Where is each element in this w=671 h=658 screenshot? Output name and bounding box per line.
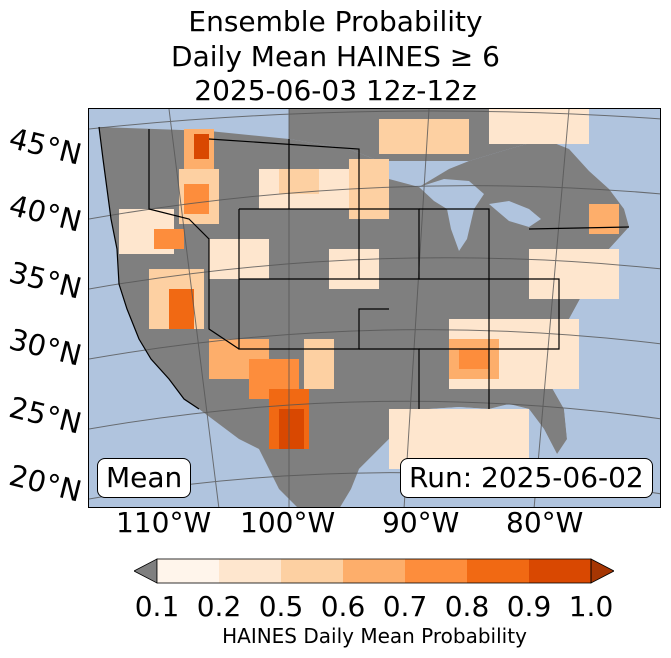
title-line-1: Ensemble Probability	[188, 5, 483, 38]
colorbar-tick-0-7: 0.7	[382, 590, 428, 623]
colorbar-under-arrow	[134, 558, 158, 584]
run-date-box: Run: 2025-06-02	[400, 458, 653, 498]
colorbar-bin-7	[529, 559, 591, 583]
lat-label-45: 45°N	[5, 121, 85, 172]
lat-label-25: 25°N	[5, 390, 85, 441]
lon-label-100: 100°W	[240, 506, 336, 539]
lat-label-30: 30°N	[5, 322, 85, 373]
colorbar-bin-1	[157, 559, 219, 583]
colorbar-tick-0-2: 0.2	[196, 590, 242, 623]
title-line-2: Daily Mean HAINES ≥ 6	[171, 40, 500, 73]
colorbar-bin-2	[219, 559, 281, 583]
colorbar-tick-0-1: 0.1	[134, 590, 180, 623]
title-line-3: 2025-06-03 12z-12z	[194, 74, 477, 107]
land-mass	[99, 127, 629, 507]
colorbar-bin-4	[343, 559, 405, 583]
colorbar-tick-0-8: 0.8	[444, 590, 490, 623]
colorbar-tick-1-0: 1.0	[568, 590, 614, 623]
lon-label-90: 90°W	[382, 506, 460, 539]
great-lakes	[419, 179, 541, 251]
colorbar-bin-3	[281, 559, 343, 583]
lat-label-35: 35°N	[5, 255, 85, 306]
colorbar	[134, 558, 614, 584]
colorbar-bin-5	[405, 559, 467, 583]
colorbar-tick-0-6: 0.6	[320, 590, 366, 623]
graticule	[89, 109, 660, 507]
probability-map	[88, 108, 661, 508]
colorbar-label: HAINES Daily Mean Probability	[222, 624, 527, 648]
mean-label-box: Mean	[97, 458, 192, 498]
colorbar-bin-6	[467, 559, 529, 583]
map-canvas	[89, 109, 660, 507]
lat-label-20: 20°N	[5, 458, 85, 509]
lon-label-110: 110°W	[116, 506, 212, 539]
colorbar-tick-0-9: 0.9	[506, 590, 552, 623]
atlantic-ocean	[547, 192, 660, 507]
colorbar-over-arrow	[590, 558, 614, 584]
colorbar-tick-0-5: 0.5	[258, 590, 304, 623]
lon-label-80: 80°W	[506, 506, 584, 539]
state-borders	[98, 126, 630, 410]
lat-label-40: 40°N	[5, 188, 85, 239]
